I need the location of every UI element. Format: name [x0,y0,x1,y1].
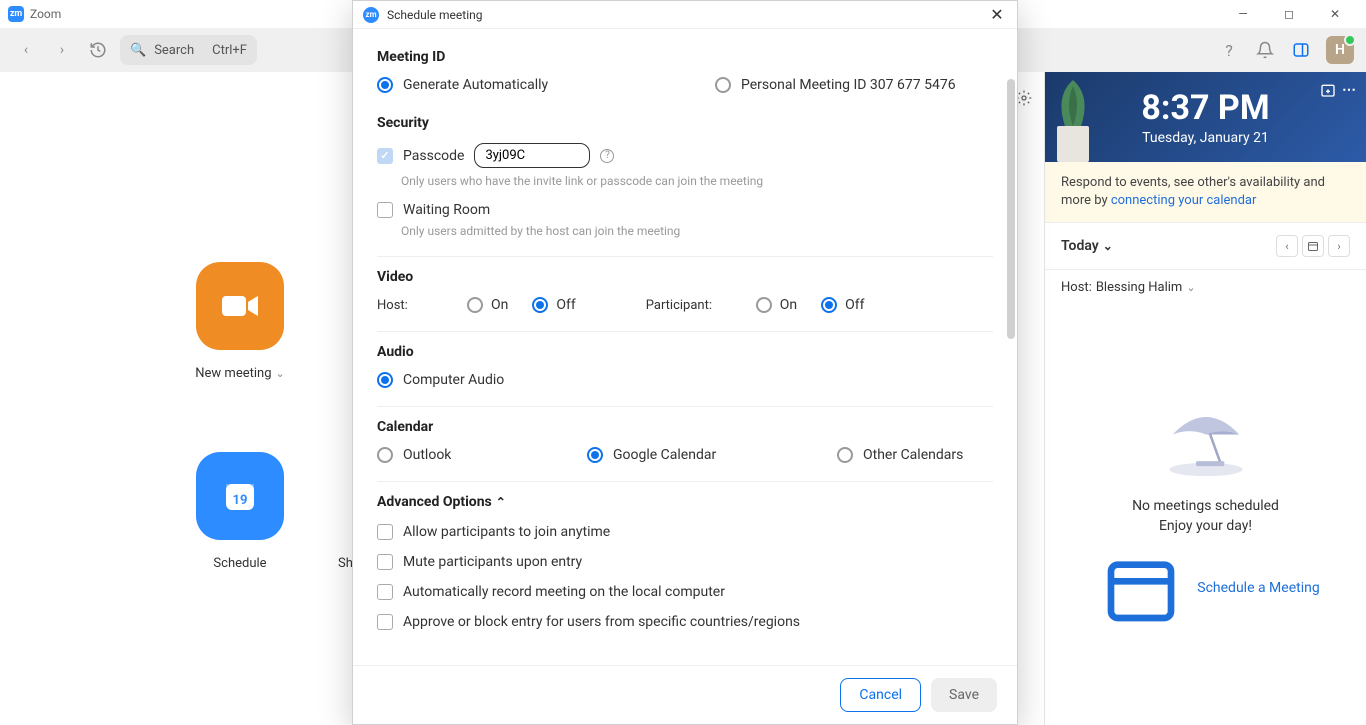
search-box[interactable]: 🔍 Search Ctrl+F [120,35,257,65]
calendar-heading: Calendar [377,419,993,435]
today-dropdown[interactable]: Today⌄ [1061,238,1113,254]
waiting-room-checkbox[interactable] [377,202,393,218]
panel-icon[interactable] [1290,39,1312,61]
radio-icon [377,77,393,93]
sidebar-header: ⋯ 8:37 PM Tuesday, January 21 [1045,72,1366,162]
calendar-connect-banner: Respond to events, see other's availabil… [1045,162,1366,223]
chevron-down-icon[interactable]: ⌄ [276,367,285,380]
calendar-sidebar: ⋯ 8:37 PM Tuesday, January 21 Respond to… [1044,72,1366,725]
help-icon[interactable]: ? [1218,39,1240,61]
search-shortcut: Ctrl+F [212,43,247,58]
calendar-other-option[interactable]: Other Calendars [837,447,963,463]
gear-icon[interactable] [1016,90,1032,110]
video-heading: Video [377,269,993,285]
security-heading: Security [377,115,993,131]
connect-calendar-link[interactable]: connecting your calendar [1111,193,1257,208]
schedule-label: Schedule [213,556,266,571]
modal-scrollbar[interactable] [1007,79,1015,339]
country-block-option[interactable]: Approve or block entry for users from sp… [377,614,993,630]
no-meetings-text: No meetings scheduled [1132,498,1279,514]
participant-video-label: Participant: [646,298,756,313]
zoom-app-icon: zm [8,6,24,22]
participant-video-off[interactable]: Off [821,297,864,313]
meeting-id-personal-option[interactable]: Personal Meeting ID 307 677 5476 [715,77,993,93]
save-button[interactable]: Save [931,678,997,712]
window-maximize-icon[interactable]: ◻ [1266,0,1312,28]
meeting-id-auto-option[interactable]: Generate Automatically [377,77,655,93]
auto-record-option[interactable]: Automatically record meeting on the loca… [377,584,993,600]
host-video-label: Host: [377,298,467,313]
search-icon: 🔍 [130,43,146,58]
chevron-down-icon: ⌄ [1186,281,1195,294]
umbrella-illustration-icon [1156,402,1256,482]
modal-title: Schedule meeting [387,8,482,22]
share-label: Sh [338,556,353,571]
computer-audio-option[interactable]: Computer Audio [377,372,993,388]
app-name: Zoom [30,7,61,21]
avatar[interactable]: H [1326,36,1354,64]
advanced-options-toggle[interactable]: Advanced Options ⌃ [377,494,993,510]
help-icon[interactable]: ? [600,149,614,163]
schedule-tile[interactable]: 19 [196,452,284,540]
search-label: Search [154,43,194,58]
waiting-room-label: Waiting Room [403,202,490,218]
calendar-outlook-option[interactable]: Outlook [377,447,577,463]
cancel-button[interactable]: Cancel [840,678,921,712]
participant-video-on[interactable]: On [756,297,797,313]
calendar-add-icon[interactable] [1320,82,1336,102]
mute-on-entry-option[interactable]: Mute participants upon entry [377,554,993,570]
window-close-icon[interactable]: ✕ [1312,0,1358,28]
enjoy-day-text: Enjoy your day! [1159,518,1252,534]
nav-back-icon[interactable]: ‹ [12,36,40,64]
passcode-input[interactable] [474,143,590,168]
new-meeting-tile[interactable] [196,262,284,350]
bell-icon[interactable] [1254,39,1276,61]
nav-forward-icon[interactable]: › [48,36,76,64]
radio-icon [715,77,731,93]
svg-text:19: 19 [233,493,248,508]
sidebar-time: 8:37 PM [1061,88,1350,128]
chevron-up-icon: ⌃ [496,495,506,509]
allow-join-anytime-option[interactable]: Allow participants to join anytime [377,524,993,540]
prev-day-icon[interactable]: ‹ [1276,235,1298,257]
audio-heading: Audio [377,344,993,360]
new-meeting-label: New meeting [195,366,271,381]
schedule-meeting-link[interactable]: Schedule a Meeting [1091,548,1319,628]
chevron-down-icon: ⌄ [1103,239,1113,253]
more-icon[interactable]: ⋯ [1342,82,1356,102]
sidebar-date: Tuesday, January 21 [1061,130,1350,146]
host-video-on[interactable]: On [467,297,508,313]
passcode-label: Passcode [403,148,464,164]
calendar-picker-icon[interactable] [1302,235,1324,257]
meeting-id-heading: Meeting ID [377,49,993,65]
waiting-room-hint: Only users admitted by the host can join… [401,224,993,238]
close-icon[interactable]: ✕ [987,5,1007,24]
passcode-hint: Only users who have the invite link or p… [401,174,993,188]
host-video-off[interactable]: Off [532,297,575,313]
history-icon[interactable] [84,36,112,64]
calendar-google-option[interactable]: Google Calendar [587,447,827,463]
schedule-meeting-modal: zm Schedule meeting ✕ Meeting ID Generat… [352,0,1018,725]
passcode-checkbox[interactable] [377,148,393,164]
window-minimize-icon[interactable]: — [1220,0,1266,28]
next-day-icon[interactable]: › [1328,235,1350,257]
zoom-modal-icon: zm [363,7,379,23]
host-selector[interactable]: Host: Blessing Halim ⌄ [1045,270,1366,305]
